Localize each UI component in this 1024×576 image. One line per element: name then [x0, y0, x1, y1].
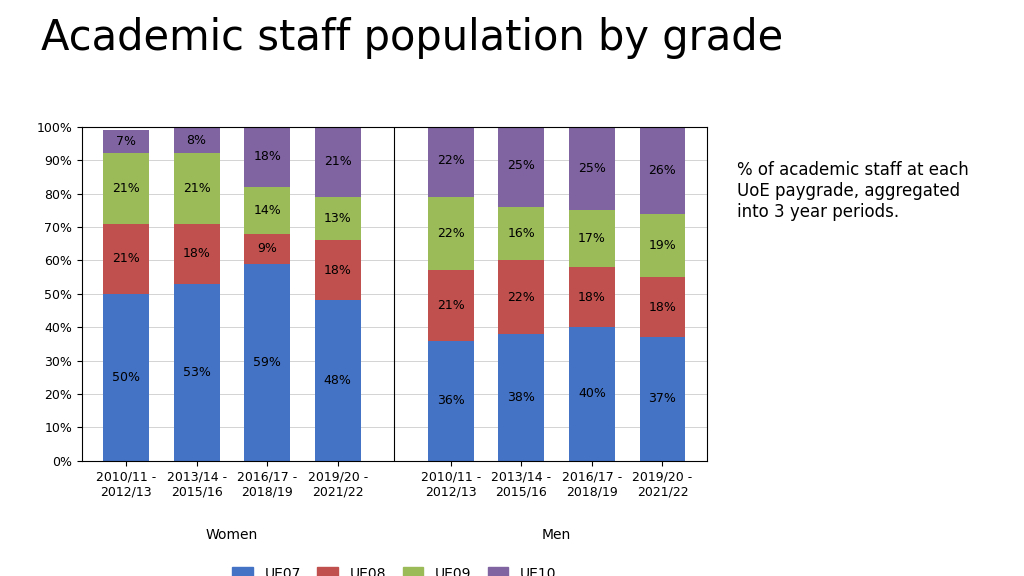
Bar: [569, 327, 614, 461]
Text: 22%: 22%: [437, 154, 465, 166]
Text: 50%: 50%: [112, 371, 140, 384]
Text: 18%: 18%: [324, 264, 351, 277]
Bar: [640, 277, 685, 337]
Text: 18%: 18%: [253, 150, 282, 163]
Text: 16%: 16%: [508, 227, 536, 240]
Text: 21%: 21%: [113, 182, 140, 195]
Text: 48%: 48%: [324, 374, 351, 387]
Bar: [569, 127, 614, 210]
Bar: [174, 284, 219, 461]
Legend: UE07, UE08, UE09, UE10: UE07, UE08, UE09, UE10: [227, 561, 561, 576]
Text: 21%: 21%: [182, 182, 211, 195]
Text: % of academic staff at each
UoE paygrade, aggregated
into 3 year periods.: % of academic staff at each UoE paygrade…: [737, 161, 969, 221]
Text: 17%: 17%: [578, 232, 606, 245]
Bar: [640, 127, 685, 214]
Bar: [569, 210, 614, 267]
Text: 9%: 9%: [257, 242, 278, 255]
Bar: [245, 187, 290, 234]
Bar: [245, 234, 290, 264]
Bar: [103, 130, 148, 153]
Bar: [640, 337, 685, 461]
Bar: [245, 264, 290, 461]
Bar: [103, 294, 148, 461]
Bar: [499, 334, 544, 461]
Bar: [569, 267, 614, 327]
Bar: [314, 301, 360, 461]
Bar: [314, 127, 360, 197]
Text: 25%: 25%: [507, 158, 536, 172]
Bar: [428, 340, 474, 461]
Text: 8%: 8%: [186, 134, 207, 146]
Text: 22%: 22%: [437, 227, 465, 240]
Text: 7%: 7%: [116, 135, 136, 148]
Text: 18%: 18%: [648, 301, 677, 313]
Bar: [640, 214, 685, 277]
Bar: [103, 223, 148, 294]
Bar: [428, 123, 474, 197]
Bar: [103, 153, 148, 223]
Text: 22%: 22%: [508, 291, 536, 304]
Text: 21%: 21%: [113, 252, 140, 265]
Text: 53%: 53%: [182, 366, 211, 379]
Text: 18%: 18%: [578, 291, 606, 304]
Text: 37%: 37%: [648, 392, 677, 406]
Text: Academic staff population by grade: Academic staff population by grade: [41, 17, 783, 59]
Text: 59%: 59%: [253, 356, 282, 369]
Text: 14%: 14%: [253, 204, 281, 217]
Bar: [174, 127, 219, 153]
Text: 19%: 19%: [648, 239, 676, 252]
Text: Women: Women: [206, 528, 258, 541]
Bar: [314, 197, 360, 240]
Text: 36%: 36%: [437, 394, 465, 407]
Text: 25%: 25%: [578, 162, 606, 175]
Bar: [499, 123, 544, 207]
Text: 38%: 38%: [507, 391, 536, 404]
Text: 18%: 18%: [182, 247, 211, 260]
Text: 21%: 21%: [437, 299, 465, 312]
Text: 26%: 26%: [648, 164, 676, 177]
Bar: [245, 127, 290, 187]
Text: 13%: 13%: [324, 212, 351, 225]
Bar: [314, 240, 360, 301]
Text: 40%: 40%: [578, 388, 606, 400]
Bar: [174, 223, 219, 284]
Bar: [499, 260, 544, 334]
Bar: [428, 270, 474, 340]
Bar: [174, 153, 219, 223]
Text: Men: Men: [542, 528, 571, 541]
Text: 21%: 21%: [324, 156, 351, 168]
Bar: [428, 197, 474, 270]
Bar: [499, 207, 544, 260]
